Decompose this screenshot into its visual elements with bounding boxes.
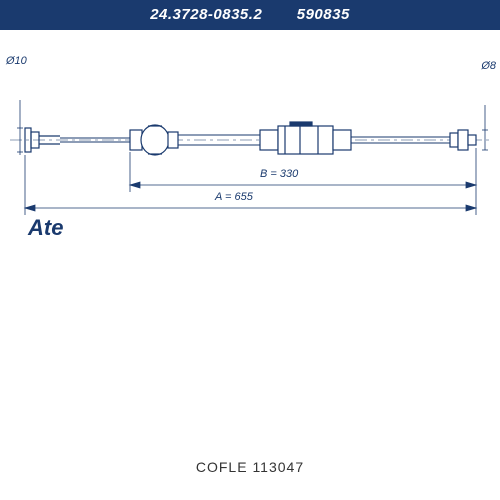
technical-diagram: 24.3728-0835.2 590835 [0, 0, 500, 444]
part-number-2: 590835 [297, 6, 350, 23]
left-diameter-label: Ø10 [6, 55, 27, 67]
cable-diagram-svg [0, 30, 500, 280]
footer-sku: 113047 [252, 459, 304, 475]
footer: COFLE 113047 [0, 444, 500, 500]
right-diameter-label: Ø8 [481, 60, 496, 72]
dimension-a-label: A = 655 [215, 191, 253, 203]
part-number-1: 24.3728-0835.2 [150, 6, 262, 23]
dimension-b-label: B = 330 [260, 168, 298, 180]
header-band: 24.3728-0835.2 590835 [0, 0, 500, 30]
footer-brand: COFLE [196, 459, 248, 475]
brand-logo: Ate [28, 215, 63, 241]
